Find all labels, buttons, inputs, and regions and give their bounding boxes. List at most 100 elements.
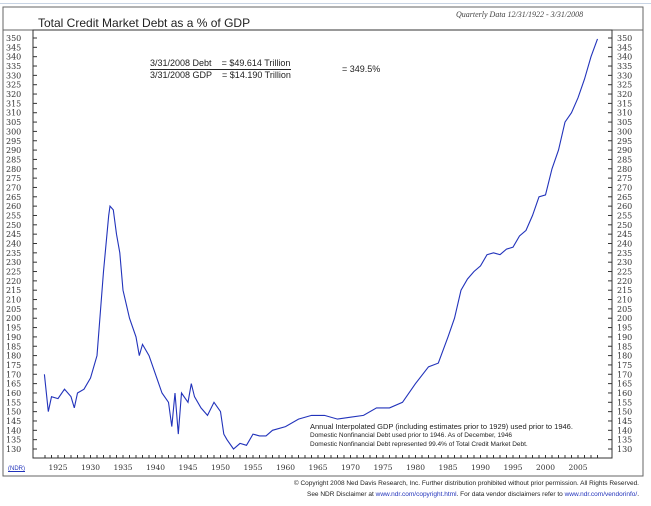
y-tick-label-right: 170 — [617, 370, 632, 379]
y-tick-label-left: 175 — [6, 361, 21, 370]
y-tick-label-right: 325 — [617, 81, 632, 90]
y-tick-label-left: 300 — [6, 127, 21, 136]
x-tick-label: 1960 — [276, 463, 295, 472]
y-tick-label-left: 345 — [6, 43, 21, 52]
y-tick-label-right: 220 — [617, 277, 632, 286]
y-tick-label-right: 330 — [617, 71, 632, 80]
y-tick-label-left: 200 — [6, 314, 21, 323]
y-tick-label-right: 240 — [617, 240, 632, 249]
y-tick-label-left: 140 — [6, 426, 21, 435]
y-tick-label-left: 165 — [6, 380, 21, 389]
y-tick-label-right: 215 — [617, 286, 632, 295]
y-tick-label-left: 225 — [6, 268, 21, 277]
chart-title: Total Credit Market Debt as a % of GDP — [38, 16, 251, 30]
y-tick-label-left: 340 — [6, 53, 21, 62]
y-tick-label-left: 190 — [6, 333, 21, 342]
y-tick-label-right: 145 — [617, 417, 632, 426]
disclaimer-text: . For data vendor disclaimers refer to — [456, 491, 565, 498]
footnote-line: Domestic Nonfinancial Debt represented 9… — [310, 441, 528, 448]
y-tick-label-right: 270 — [617, 183, 632, 192]
x-tick-label: 1925 — [48, 463, 67, 472]
y-tick-label-left: 350 — [6, 34, 21, 43]
x-tick-label: 1970 — [341, 463, 360, 472]
x-tick-label: 1945 — [178, 463, 197, 472]
y-tick-label-left: 210 — [6, 296, 21, 305]
y-tick-label-left: 305 — [6, 118, 21, 127]
y-tick-label-right: 295 — [617, 137, 632, 146]
ratio-result: = 349.5% — [342, 64, 381, 74]
y-tick-label-right: 250 — [617, 221, 632, 230]
x-tick-label: 1980 — [406, 463, 425, 472]
x-tick-label: 1975 — [373, 463, 392, 472]
y-tick-label-left: 320 — [6, 90, 21, 99]
x-tick-label: 1935 — [113, 463, 132, 472]
y-tick-label-left: 260 — [6, 202, 21, 211]
y-tick-label-right: 180 — [617, 352, 632, 361]
x-tick-label: 1990 — [471, 463, 490, 472]
y-tick-label-right: 300 — [617, 127, 632, 136]
y-tick-label-right: 140 — [617, 426, 632, 435]
y-tick-label-right: 210 — [617, 296, 632, 305]
ndr-logo: (NDR) — [8, 466, 25, 472]
copyright-footer: © Copyright 2008 Ned Davis Research, Inc… — [294, 478, 639, 500]
vendor-link[interactable]: www.ndr.com/vendorinfo/ — [564, 491, 638, 498]
chart-subtitle: Quarterly Data 12/31/1922 - 3/31/2008 — [456, 10, 584, 19]
y-tick-label-right: 275 — [617, 174, 632, 183]
gdp-value: = $14.190 Trillion — [222, 70, 291, 80]
y-tick-label-right: 345 — [617, 43, 632, 52]
y-tick-label-left: 310 — [6, 109, 21, 118]
x-tick-label: 1950 — [211, 463, 230, 472]
y-tick-label-right: 285 — [617, 155, 632, 164]
y-tick-label-left: 155 — [6, 398, 21, 407]
y-tick-label-right: 150 — [617, 408, 632, 417]
y-tick-label-left: 265 — [6, 193, 21, 202]
y-tick-label-right: 160 — [617, 389, 632, 398]
footnote-line: Domestic Nonfinancial Debt used prior to… — [310, 432, 512, 439]
y-tick-label-left: 335 — [6, 62, 21, 71]
y-tick-label-left: 315 — [6, 99, 21, 108]
y-tick-label-right: 315 — [617, 99, 632, 108]
y-tick-label-right: 310 — [617, 109, 632, 118]
copyright-link[interactable]: www.ndr.com/copyright.html — [375, 491, 457, 498]
y-tick-label-right: 200 — [617, 314, 632, 323]
y-tick-label-left: 220 — [6, 277, 21, 286]
y-tick-label-right: 340 — [617, 53, 632, 62]
x-tick-label: 1955 — [243, 463, 262, 472]
disclaimer-text: . — [637, 491, 639, 498]
y-tick-label-left: 255 — [6, 211, 21, 220]
y-tick-label-left: 250 — [6, 221, 21, 230]
y-tick-label-right: 255 — [617, 211, 632, 220]
x-tick-label: 1940 — [146, 463, 165, 472]
y-tick-label-left: 330 — [6, 71, 21, 80]
y-tick-label-left: 135 — [6, 436, 21, 445]
y-tick-label-right: 205 — [617, 305, 632, 314]
y-tick-label-right: 155 — [617, 398, 632, 407]
y-tick-label-right: 335 — [617, 62, 632, 71]
y-tick-label-left: 275 — [6, 174, 21, 183]
footnote: Annual Interpolated GDP (including estim… — [310, 422, 573, 449]
footnote-line: Annual Interpolated GDP (including estim… — [310, 422, 573, 431]
y-tick-label-right: 185 — [617, 342, 632, 351]
y-tick-label-left: 295 — [6, 137, 21, 146]
copyright-text: © Copyright 2008 Ned Davis Research, Inc… — [293, 480, 639, 487]
y-tick-label-left: 215 — [6, 286, 21, 295]
y-tick-label-left: 205 — [6, 305, 21, 314]
y-tick-label-right: 305 — [617, 118, 632, 127]
y-tick-label-left: 240 — [6, 240, 21, 249]
disclaimer-text: See NDR Disclaimer at — [306, 491, 376, 498]
y-tick-label-right: 290 — [617, 146, 632, 155]
y-tick-label-left: 130 — [6, 445, 21, 454]
gdp-label: 3/31/2008 GDP — [150, 70, 213, 80]
x-tick-label: 1930 — [81, 463, 100, 472]
x-tick-label: 1995 — [503, 463, 522, 472]
y-tick-label-left: 145 — [6, 417, 21, 426]
y-tick-label-left: 150 — [6, 408, 21, 417]
y-tick-label-left: 230 — [6, 258, 21, 267]
y-tick-label-left: 170 — [6, 370, 21, 379]
y-tick-label-left: 195 — [6, 324, 21, 333]
y-tick-label-right: 175 — [617, 361, 632, 370]
y-tick-label-right: 195 — [617, 324, 632, 333]
top-divider — [0, 3, 651, 4]
y-tick-label-right: 265 — [617, 193, 632, 202]
y-tick-label-right: 230 — [617, 258, 632, 267]
